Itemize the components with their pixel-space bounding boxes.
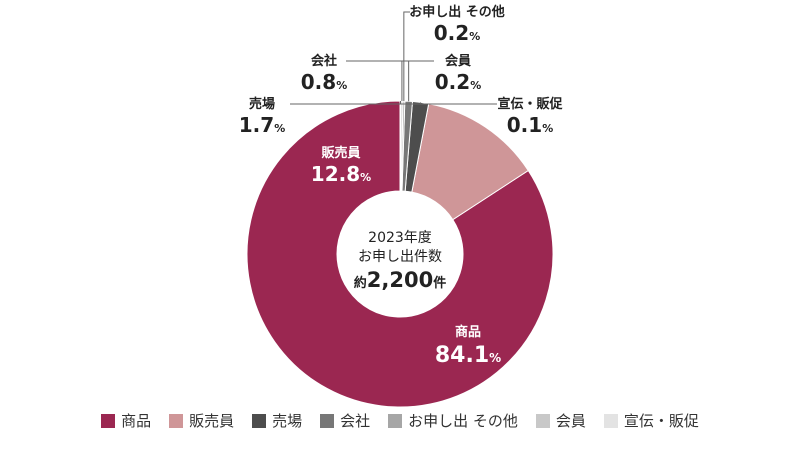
slice-name: 会員 bbox=[445, 53, 471, 69]
center-total-prefix: 約 bbox=[354, 275, 367, 291]
slice-unit: % bbox=[542, 122, 553, 135]
slice-name: 商品 bbox=[455, 324, 481, 340]
slice-label-2: 売場1.7% bbox=[239, 96, 285, 137]
slice-name: 販売員 bbox=[321, 145, 360, 161]
center-subtitle: お申し出件数 bbox=[358, 249, 442, 265]
legend-label: 宣伝・販促 bbox=[623, 412, 699, 430]
slice-label-3: 会社0.8% bbox=[301, 53, 347, 94]
legend-item-4: お申し出 その他 bbox=[388, 410, 518, 431]
slice-unit: % bbox=[469, 30, 480, 43]
legend-item-2: 売場 bbox=[252, 410, 302, 431]
slice-value: 1.7% bbox=[239, 113, 285, 137]
legend-item-6: 宣伝・販促 bbox=[603, 410, 699, 431]
legend-label: 会員 bbox=[555, 412, 586, 430]
slice-value: 0.2% bbox=[434, 21, 480, 45]
slice-0 bbox=[246, 100, 554, 408]
legend-swatch bbox=[388, 413, 403, 428]
legend-swatch bbox=[101, 413, 116, 428]
chart-legend: 商品 販売員 売場 会社 お申し出 その他 会員 宣伝・販促 bbox=[0, 410, 800, 431]
leader-line-3 bbox=[346, 60, 410, 102]
legend-item-1: 販売員 bbox=[169, 410, 234, 431]
center-title: 2023年度 bbox=[368, 230, 432, 246]
center-total-value: 2,200 bbox=[367, 268, 433, 292]
legend-item-5: 会員 bbox=[535, 410, 586, 431]
slice-name: お申し出 その他 bbox=[409, 4, 505, 20]
slice-unit: % bbox=[360, 171, 371, 184]
legend-label: 販売員 bbox=[189, 412, 235, 430]
legend-item-0: 商品 bbox=[101, 410, 151, 431]
slice-unit: % bbox=[336, 79, 347, 92]
slice-unit: % bbox=[274, 122, 285, 135]
slice-unit: % bbox=[489, 351, 501, 365]
slice-name: 売場 bbox=[249, 96, 275, 112]
center-total-suffix: 件 bbox=[433, 275, 446, 291]
slice-label-6: 宣伝・販促0.1% bbox=[497, 96, 563, 137]
leader-line-6 bbox=[399, 101, 497, 105]
legend-label: お申し出 その他 bbox=[408, 412, 518, 430]
leader-line-5 bbox=[401, 60, 434, 102]
legend-swatch bbox=[320, 413, 335, 428]
legend-swatch bbox=[252, 413, 267, 428]
leader-line-4 bbox=[403, 11, 410, 102]
legend-label: 会社 bbox=[340, 412, 371, 430]
legend-swatch bbox=[535, 413, 550, 428]
legend-item-3: 会社 bbox=[320, 410, 370, 431]
slice-unit: % bbox=[470, 79, 481, 92]
center-total: 約2,200件 bbox=[354, 268, 446, 292]
slice-name: 会社 bbox=[311, 53, 337, 69]
legend-label: 売場 bbox=[272, 412, 303, 430]
slice-value: 0.1% bbox=[507, 113, 553, 137]
slice-value: 0.2% bbox=[435, 70, 481, 94]
legend-swatch bbox=[169, 413, 184, 428]
slice-label-5: 会員0.2% bbox=[435, 53, 481, 94]
legend-label: 商品 bbox=[121, 412, 152, 430]
slice-name: 宣伝・販促 bbox=[497, 96, 563, 112]
legend-swatch bbox=[603, 413, 618, 428]
slice-value: 0.8% bbox=[301, 70, 347, 94]
slice-6 bbox=[399, 100, 402, 192]
